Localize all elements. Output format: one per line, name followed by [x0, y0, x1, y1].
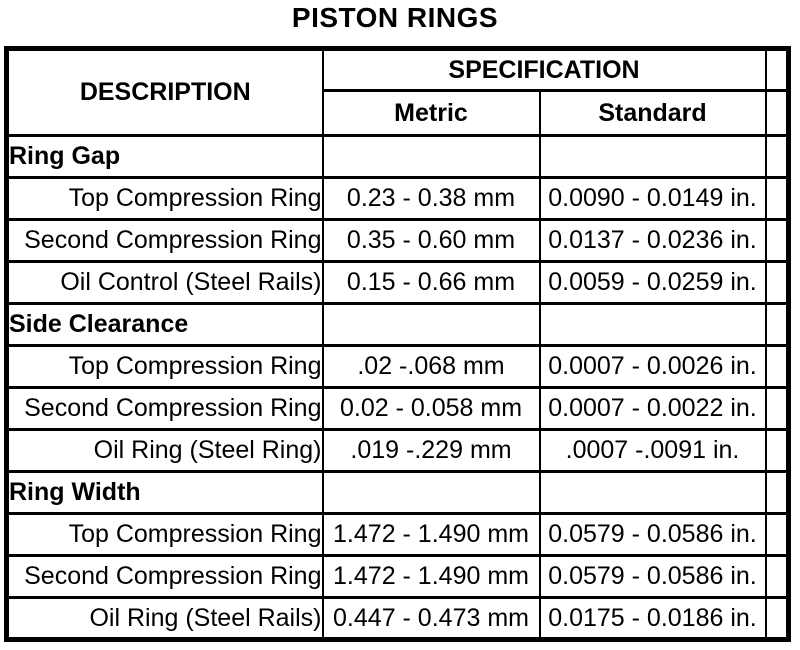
table-row: Top Compression Ring .02 -.068 mm 0.0007…: [5, 344, 790, 389]
table-row: Second Compression Ring 0.02 - 0.058 mm …: [5, 386, 790, 431]
row-description: Oil Ring (Steel Ring): [5, 428, 324, 473]
standard-column-header: Standard: [538, 89, 767, 137]
header-row-1: DESCRIPTION SPECIFICATION: [5, 47, 790, 137]
row-description: Top Compression Ring: [5, 512, 324, 557]
section-header-row: Ring Gap: [5, 134, 790, 179]
page-title: PISTON RINGS: [291, 2, 499, 33]
metric-column-header: Metric: [321, 89, 541, 137]
end-column-cell: [764, 428, 790, 473]
row-description: Oil Ring (Steel Rails): [5, 596, 324, 641]
empty-cell: [321, 302, 541, 347]
table-row: Oil Ring (Steel Ring) .019 -.229 mm .000…: [5, 428, 790, 473]
row-description: Oil Control (Steel Rails): [5, 260, 324, 305]
end-column-cell: [764, 470, 790, 515]
description-column-header: DESCRIPTION: [5, 47, 324, 137]
metric-value: 0.15 - 0.66 mm: [321, 260, 541, 305]
section-header-row: Side Clearance: [5, 302, 790, 347]
header-row-2: Metric Standard: [7, 89, 790, 137]
metric-value: .02 -.068 mm: [321, 344, 541, 389]
empty-cell: [538, 134, 767, 179]
row-description: Second Compression Ring: [5, 554, 324, 599]
end-column-cell: [764, 302, 790, 347]
table-row: Second Compression Ring 1.472 - 1.490 mm…: [5, 554, 790, 599]
standard-value: 0.0175 - 0.0186 in.: [538, 596, 767, 641]
specification-column-header: SPECIFICATION: [321, 47, 767, 92]
piston-rings-spec-table: DESCRIPTION SPECIFICATION Metric Standar…: [4, 46, 791, 642]
empty-cell: [321, 134, 541, 179]
empty-cell: [321, 470, 541, 515]
end-column-cell: [764, 554, 790, 599]
metric-value: 0.02 - 0.058 mm: [321, 386, 541, 431]
row-description: Second Compression Ring: [5, 386, 324, 431]
table-row: Top Compression Ring 0.23 - 0.38 mm 0.00…: [5, 176, 790, 221]
section-header-row: Ring Width: [5, 470, 790, 515]
row-description: Second Compression Ring: [5, 218, 324, 263]
empty-cell: [538, 302, 767, 347]
end-column-cell: [764, 47, 790, 92]
empty-cell: [538, 470, 767, 515]
section-name: Ring Width: [5, 470, 324, 515]
table-row: Second Compression Ring 0.35 - 0.60 mm 0…: [5, 218, 790, 263]
end-column-cell: [764, 344, 790, 389]
end-column-cell: [764, 386, 790, 431]
row-description: Top Compression Ring: [5, 176, 324, 221]
standard-value: 0.0059 - 0.0259 in.: [538, 260, 767, 305]
metric-value: 1.472 - 1.490 mm: [321, 554, 541, 599]
standard-value: 0.0007 - 0.0026 in.: [538, 344, 767, 389]
end-column-cell: [764, 218, 790, 263]
table-row: Top Compression Ring 1.472 - 1.490 mm 0.…: [5, 512, 790, 557]
metric-value: 0.35 - 0.60 mm: [321, 218, 541, 263]
end-column-cell: [764, 89, 790, 137]
table-row: Oil Control (Steel Rails) 0.15 - 0.66 mm…: [5, 260, 790, 305]
metric-value: .019 -.229 mm: [321, 428, 541, 473]
section-name: Side Clearance: [5, 302, 324, 347]
row-description: Top Compression Ring: [5, 344, 324, 389]
end-column-cell: [764, 512, 790, 557]
standard-value: 0.0579 - 0.0586 in.: [538, 512, 767, 557]
standard-value: 0.0007 - 0.0022 in.: [538, 386, 767, 431]
metric-value: 0.447 - 0.473 mm: [321, 596, 541, 641]
end-column-cell: [764, 134, 790, 179]
metric-value: 1.472 - 1.490 mm: [321, 512, 541, 557]
end-column-cell: [764, 176, 790, 221]
table-row: Oil Ring (Steel Rails) 0.447 - 0.473 mm …: [5, 596, 790, 641]
standard-value: 0.0090 - 0.0149 in.: [538, 176, 767, 221]
end-column-cell: [764, 596, 790, 641]
standard-value: 0.0579 - 0.0586 in.: [538, 554, 767, 599]
section-name: Ring Gap: [5, 134, 324, 179]
metric-value: 0.23 - 0.38 mm: [321, 176, 541, 221]
standard-value: .0007 -.0091 in.: [538, 428, 767, 473]
standard-value: 0.0137 - 0.0236 in.: [538, 218, 767, 263]
end-column-cell: [764, 260, 790, 305]
